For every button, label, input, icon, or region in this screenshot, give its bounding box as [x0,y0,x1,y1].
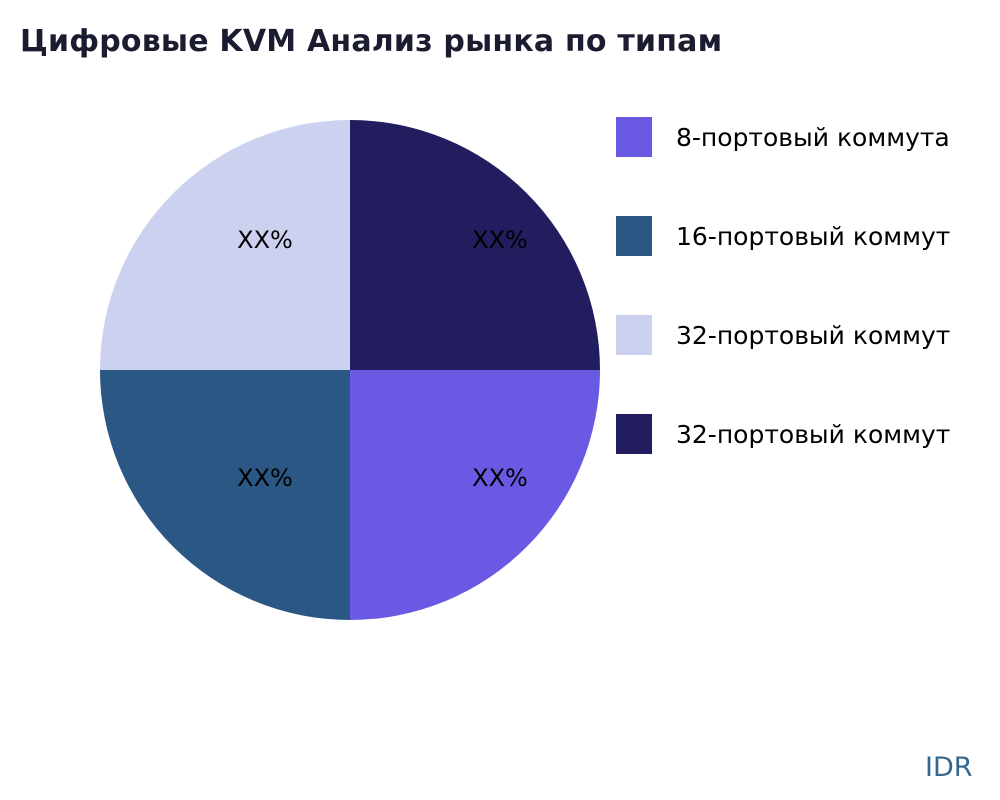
slice-label-32port-light: XX% [237,226,293,254]
chart-title: Цифровые KVM Анализ рынка по типам [20,24,723,59]
legend-item-16port: 16-портовый коммут [616,215,1000,257]
legend-swatch-16port [616,216,652,256]
pie-graphic [100,120,600,620]
slice-label-16port: XX% [237,463,293,492]
legend-swatch-8port [616,117,652,157]
legend: 8-портовый коммута 16-портовый коммут 32… [616,116,1000,512]
legend-label-16port: 16-портовый коммут [676,221,951,251]
legend-item-8port: 8-портовый коммута [616,116,1000,158]
pie-chart: XX% XX% XX% XX% [100,120,600,620]
legend-item-32port-light: 32-портовый коммут [616,314,1000,356]
slice-label-32port-dark: XX% [472,226,528,254]
legend-item-32port-dark: 32-портовый коммут [616,413,1000,455]
legend-label-32port-dark: 32-портовый коммут [676,419,951,449]
slice-label-8port: XX% [472,463,528,492]
legend-label-8port: 8-портовый коммута [676,122,950,152]
legend-swatch-32port-dark [616,414,652,454]
watermark-idr: IDR [925,752,973,783]
legend-swatch-32port-light [616,315,652,355]
legend-label-32port-light: 32-портовый коммут [676,320,951,350]
